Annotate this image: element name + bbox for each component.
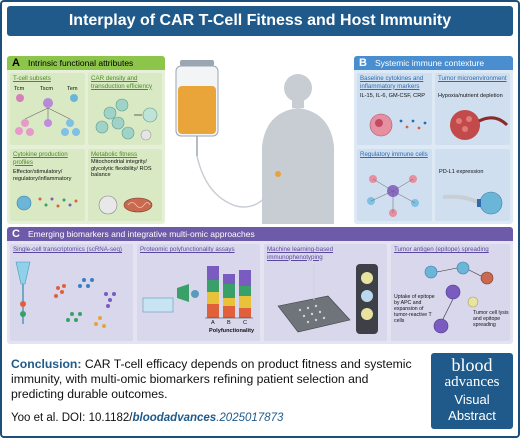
microplate [277, 264, 351, 333]
car-density-illustration [95, 98, 158, 141]
baseline-illustration [369, 113, 427, 137]
metabolic-text: Mitochondrial integrity/ glycolytic flex… [91, 159, 152, 179]
bar-label-c: C [243, 320, 248, 326]
bar-label-b: B [227, 320, 231, 326]
uptake-text: Uptake of epitope by APC and expansion o… [394, 294, 435, 324]
car-density-box: CAR density and transduction efficiency [88, 73, 162, 145]
panel-b-header: B Systemic immune contexture [354, 56, 513, 70]
pdl1-box: PD-L1 expression [435, 149, 510, 221]
logo-line1: blood [451, 355, 493, 375]
pdl1-text: PD-L1 expression [439, 169, 484, 175]
polyfunctionality-axis-label: Polyfunctionality [209, 328, 255, 334]
logo-line2: advances [444, 374, 500, 390]
panel-a-header: A Intrinsic functional attributes [7, 56, 165, 70]
cytokine-box: Cytokine production profiles Effector/st… [10, 149, 85, 221]
panel-c-header: C Emerging biomarkers and integrative mu… [7, 227, 513, 241]
conclusion-text-block: Conclusion: CAR T-cell efficacy depends … [11, 357, 423, 402]
tumor-micro-text: Hypoxia/nutrient depletion [438, 93, 503, 99]
baseline-title: Baseline cytokines and inflammatory mark… [360, 75, 424, 90]
cytokine-illustration [16, 195, 78, 211]
pdl1-illustration [442, 191, 503, 215]
panel-a: A Intrinsic functional attributes T-cell… [7, 56, 165, 224]
conclusion-body: CAR T-cell efficacy depends on product f… [11, 357, 412, 401]
title-bar: Interplay of CAR T-Cell Fitness and Host… [7, 6, 513, 36]
tem-label: Tem [67, 86, 78, 92]
panel-b-heading: Systemic immune contexture [374, 58, 485, 68]
logo-line4: Abstract [448, 408, 496, 423]
page-title: Interplay of CAR T-Cell Fitness and Host… [68, 12, 452, 29]
journal-logo: blood advances Visual Abstract [431, 353, 513, 429]
lysis-text: Tumor cell lysis and epitope spreading [473, 310, 509, 328]
metabolic-title: Metabolic fitness [91, 151, 138, 158]
antigen-spreading-cells [424, 261, 494, 334]
panel-a-letter: A [12, 57, 20, 69]
proteomic-title: Proteomic polyfunctionality assays [140, 246, 235, 253]
proteomic-box: Proteomic polyfunctionality assays [137, 244, 260, 341]
tumor-illustration [450, 110, 509, 140]
car-density-title: CAR density and transduction efficiency [91, 75, 153, 90]
citation-journal: bloodadvances [132, 412, 217, 424]
bar-label-a: A [211, 320, 215, 326]
t-cell-subsets-title: T-cell subsets [13, 75, 51, 82]
scrna-funnel [15, 261, 31, 324]
t-cell-subsets-illustration [15, 94, 80, 136]
regulatory-illustration [367, 175, 419, 217]
panel-b: B Systemic immune contexture Baseline cy… [354, 56, 513, 224]
tscm-label: Tscm [40, 86, 54, 92]
t-cell-tree [15, 94, 80, 136]
panel-c-letter: C [12, 228, 20, 240]
citation-prefix: Yoo et al. DOI: 10.1182/ [11, 412, 133, 424]
cytokine-secretion [16, 195, 78, 211]
antigen-illustration [424, 261, 494, 334]
citation-suffix: .2025017873 [216, 412, 284, 424]
proteomic-illustration [142, 266, 253, 319]
scrna-illustration [15, 261, 116, 328]
car-t-infusion-illustration [175, 60, 334, 224]
panel-c: C Emerging biomarkers and integrative mu… [7, 227, 513, 344]
classified-wells [356, 264, 378, 334]
panel-a-heading: Intrinsic functional attributes [27, 58, 134, 68]
pdl1-interaction [442, 191, 503, 215]
antigen-title: Tumor antigen (epitope) spreading [394, 246, 489, 253]
scrna-title: Single-cell transcriptomics (scRNA-seq) [13, 246, 122, 253]
inflamed-cell [369, 113, 427, 137]
baseline-text: IL-15, IL-6, GM-CSF, CRP [360, 93, 425, 99]
regulatory-box: Regulatory immune cells [357, 149, 432, 221]
citation: Yoo et al. DOI: 10.1182/bloodadvances.20… [11, 412, 283, 424]
ml-illustration [277, 264, 378, 334]
tumor-mass [450, 110, 509, 140]
umap-clusters [54, 278, 116, 328]
conclusion-head: Conclusion: [11, 357, 82, 371]
conclusion-block: Conclusion: CAR T-cell efficacy depends … [7, 353, 427, 429]
polyfunctionality-bars [205, 266, 253, 319]
panel-b-letter: B [359, 57, 367, 69]
ml-title: Machine learning-based immunophenotyping [267, 246, 334, 261]
antigen-box: Tumor antigen (epitope) spreading Uptake… [391, 244, 510, 341]
tumor-micro-title: Tumor microenvironment [438, 75, 507, 82]
patient-figure [262, 74, 334, 224]
cytokine-title: Cytokine production profiles [13, 151, 68, 166]
metabolic-box: Metabolic fitness Mitochondrial integrit… [88, 149, 162, 221]
t-cell-subsets-box: T-cell subsets Tcm Tscm Tem [10, 73, 85, 145]
cytokine-text: Effector/stimulatory/ regulatory/inflamm… [13, 169, 72, 182]
tumor-micro-box: Tumor microenvironment Hypoxia/nutrient … [435, 73, 510, 145]
regulatory-network [367, 175, 419, 217]
metabolic-illustration [98, 195, 153, 215]
iv-bag [175, 60, 277, 208]
scrna-box: Single-cell transcriptomics (scRNA-seq) [10, 244, 133, 341]
car-t-cell-cluster [95, 98, 158, 141]
assay-chip [142, 284, 199, 313]
logo-line3: Visual [454, 392, 490, 407]
panel-c-heading: Emerging biomarkers and integrative mult… [27, 229, 255, 239]
baseline-cytokines-box: Baseline cytokines and inflammatory mark… [357, 73, 432, 145]
ml-box: Machine learning-based immunophenotyping [264, 244, 387, 341]
mitochondria-drawing [98, 195, 153, 215]
regulatory-title: Regulatory immune cells [360, 151, 428, 158]
tcm-label: Tcm [14, 86, 25, 92]
